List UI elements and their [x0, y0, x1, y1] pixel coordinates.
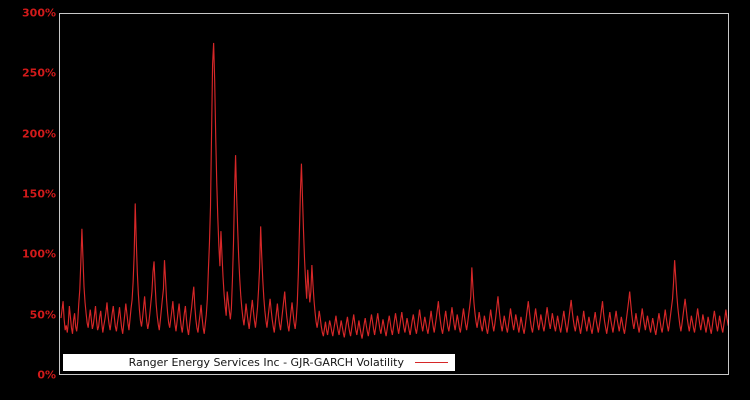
y-axis-tick-label-200: 200% [22, 127, 56, 141]
y-axis-tick-label-50: 50% [29, 308, 56, 322]
y-axis-tick-label-250: 250% [22, 66, 56, 80]
plot-area [59, 13, 729, 375]
y-axis: 300% 250% 200% 150% 100% 50% 0% [0, 0, 56, 400]
y-axis-tick-label-300: 300% [22, 6, 56, 20]
y-axis-tick-label-0: 0% [37, 368, 56, 382]
legend-series-label: Ranger Energy Services Inc - GJR-GARCH V… [128, 356, 404, 369]
series-polyline [60, 42, 728, 339]
legend-line-swatch [415, 362, 448, 363]
chart-legend: Ranger Energy Services Inc - GJR-GARCH V… [63, 354, 455, 371]
y-axis-tick-label-150: 150% [22, 187, 56, 201]
volatility-line-series [60, 42, 728, 339]
y-axis-tick-label-100: 100% [22, 247, 56, 261]
